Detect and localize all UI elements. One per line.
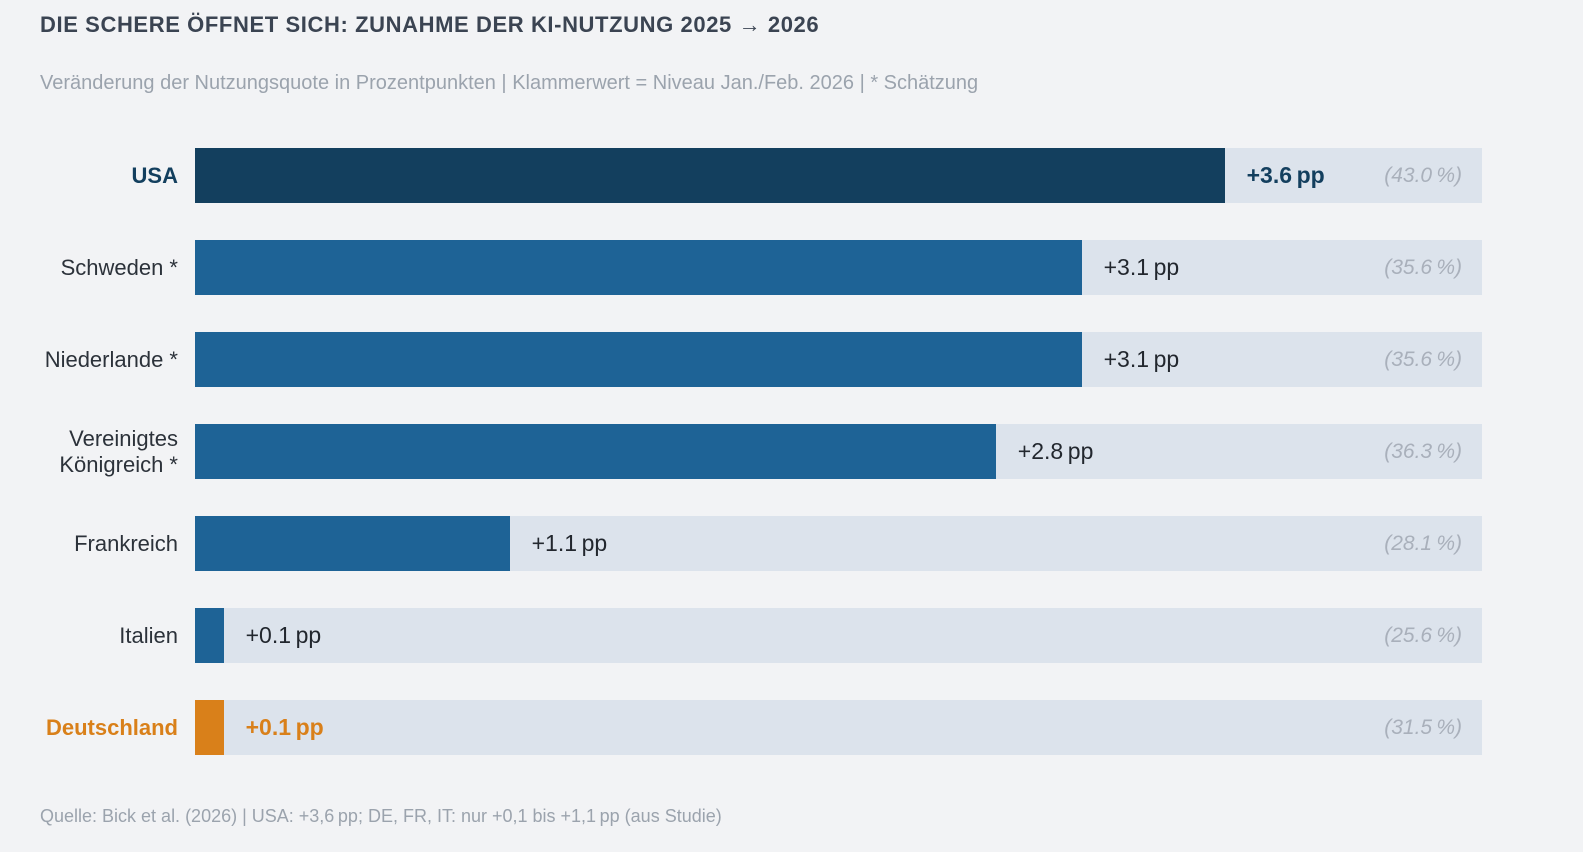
- level-percent-label: (28.1 %): [1384, 531, 1462, 555]
- bar-track: +3.6 pp (43.0 %): [195, 148, 1482, 203]
- bar-track: +0.1 pp (31.5 %): [195, 700, 1482, 755]
- change-value-label: +1.1 pp: [531, 530, 608, 556]
- change-value-label: +3.1 pp: [1103, 254, 1180, 280]
- country-label: Frankreich: [74, 530, 178, 556]
- change-value-label: +3.1 pp: [1103, 346, 1180, 372]
- bar-fill: [195, 608, 224, 663]
- bar-row: Deutschland +0.1 pp (31.5 %): [0, 700, 1583, 755]
- level-percent-label: (25.6 %): [1384, 623, 1462, 647]
- bar-row: USA +3.6 pp (43.0 %): [0, 148, 1583, 203]
- level-percent-label: (31.5 %): [1384, 715, 1462, 739]
- bar-track: +2.8 pp (36.3 %): [195, 424, 1482, 479]
- country-label: Italien: [119, 622, 178, 648]
- bar-row: Niederlande * +3.1 pp (35.6 %): [0, 332, 1583, 387]
- level-percent-label: (35.6 %): [1384, 347, 1462, 371]
- bar-fill: [195, 516, 510, 571]
- bar-fill: [195, 240, 1082, 295]
- bar-track: +3.1 pp (35.6 %): [195, 332, 1482, 387]
- change-value-label: +2.8 pp: [1017, 438, 1094, 464]
- bar-fill: [195, 148, 1225, 203]
- bar-fill: [195, 700, 224, 755]
- change-value-label: +0.1 pp: [245, 714, 324, 740]
- page-title: DIE SCHERE ÖFFNET SICH: ZUNAHME DER KI-N…: [40, 12, 820, 37]
- bar-row: Schweden * +3.1 pp (35.6 %): [0, 240, 1583, 295]
- bar-fill: [195, 424, 996, 479]
- change-value-label: +0.1 pp: [245, 622, 322, 648]
- country-label: Schweden *: [60, 254, 178, 280]
- chart-subtitle: Veränderung der Nutzungsquote in Prozent…: [40, 72, 979, 94]
- bar-chart: USA +3.6 pp (43.0 %) Schweden * +3.1 pp …: [0, 148, 1583, 792]
- country-label: USA: [131, 162, 178, 188]
- bar-fill: [195, 332, 1082, 387]
- level-percent-label: (43.0 %): [1384, 163, 1462, 187]
- bar-row: Vereinigtes Königreich * +2.8 pp (36.3 %…: [0, 424, 1583, 479]
- level-percent-label: (36.3 %): [1384, 439, 1462, 463]
- bar-track: +1.1 pp (28.1 %): [195, 516, 1482, 571]
- level-percent-label: (35.6 %): [1384, 255, 1462, 279]
- country-label: Vereinigtes Königreich *: [59, 425, 178, 477]
- country-label: Niederlande *: [44, 346, 178, 372]
- bar-track: +0.1 pp (25.6 %): [195, 608, 1482, 663]
- bar-row: Italien +0.1 pp (25.6 %): [0, 608, 1583, 663]
- country-label: Deutschland: [45, 714, 178, 740]
- change-value-label: +3.6 pp: [1246, 162, 1325, 188]
- bar-row: Frankreich +1.1 pp (28.1 %): [0, 516, 1583, 571]
- source-note: Quelle: Bick et al. (2026) | USA: +3,6 p…: [40, 806, 722, 826]
- bar-track: +3.1 pp (35.6 %): [195, 240, 1482, 295]
